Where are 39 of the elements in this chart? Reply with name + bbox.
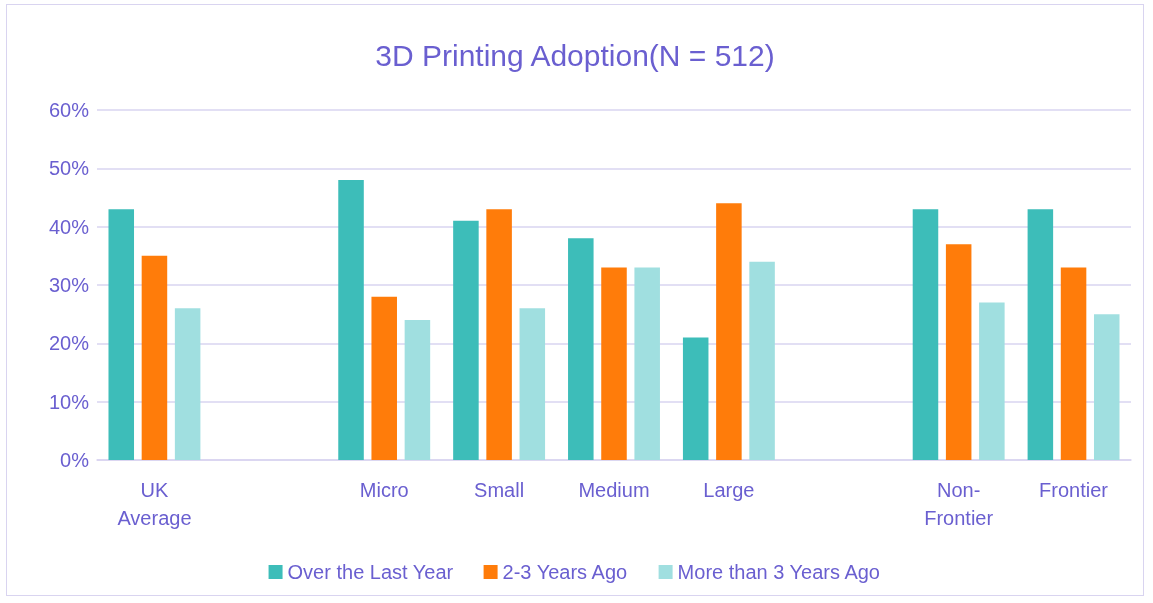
bar — [338, 180, 364, 460]
bar — [682, 337, 709, 460]
y-tick-label: 0% — [60, 449, 90, 471]
bar — [716, 203, 742, 460]
y-tick-label: 10% — [48, 390, 90, 413]
y-tick-label: 60% — [48, 99, 90, 121]
x-tick-label: Non- Frontier — [924, 479, 994, 529]
bar — [979, 302, 1005, 460]
bar — [371, 296, 397, 460]
legend-label: Over the Last Year — [287, 561, 454, 583]
bar — [519, 308, 546, 460]
bar — [568, 238, 594, 460]
bar — [174, 308, 201, 460]
bar — [749, 261, 775, 460]
chart-title: 3D Printing Adoption(N = 512) — [375, 38, 775, 72]
bar — [1060, 267, 1087, 460]
x-tick-label: UK Average — [117, 479, 192, 529]
y-tick-label: 40% — [48, 215, 90, 238]
bar — [404, 320, 431, 460]
bar — [1093, 314, 1120, 460]
bar — [453, 220, 479, 460]
x-tick-label: Micro — [359, 479, 409, 501]
x-tick-label: Frontier — [1039, 479, 1109, 501]
x-tick-label: Large — [703, 479, 755, 501]
bar — [141, 255, 168, 460]
bar — [634, 267, 660, 460]
y-tick-label: 20% — [48, 332, 90, 355]
y-tick-label: 30% — [48, 274, 90, 296]
bar — [108, 209, 135, 460]
x-tick-label: Small — [474, 479, 525, 501]
legend-label: 2-3 Years Ago — [502, 561, 628, 583]
bar — [486, 209, 512, 460]
bar — [601, 267, 627, 460]
bar — [912, 209, 939, 460]
x-tick-label: Medium — [578, 479, 650, 501]
y-tick-label: 50% — [48, 157, 90, 180]
legend-label: More than 3 Years Ago — [677, 561, 880, 583]
bar — [945, 244, 972, 460]
bar — [1027, 209, 1054, 460]
